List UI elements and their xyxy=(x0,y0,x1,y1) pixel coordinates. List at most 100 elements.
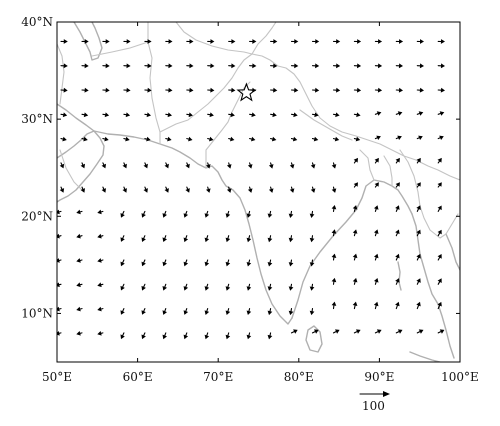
wind-vector-head xyxy=(63,87,68,93)
wind-vector xyxy=(206,308,209,312)
wind-vector-head xyxy=(141,213,146,218)
wind-vector-head xyxy=(440,39,445,44)
y-tick-label: 10°N xyxy=(21,306,53,320)
wind-vector xyxy=(143,332,146,337)
wind-vector-head xyxy=(252,39,257,44)
wind-vector-head xyxy=(162,213,167,218)
wind-vector xyxy=(374,208,377,212)
wind-vector xyxy=(374,160,378,164)
wind-vector-head xyxy=(141,334,146,340)
coastlines xyxy=(57,22,460,362)
y-tick-label: 30°N xyxy=(21,112,53,126)
wind-vector-head xyxy=(206,188,211,193)
wind-vector-head xyxy=(378,39,383,44)
wind-vector-head xyxy=(76,258,81,263)
wind-vector xyxy=(269,235,272,239)
wind-vector xyxy=(185,332,188,337)
wind-vector xyxy=(353,281,356,285)
wind-vector-head xyxy=(268,188,274,193)
wind-vector-head xyxy=(356,112,361,118)
wind-vector xyxy=(395,331,400,334)
wind-vector-head xyxy=(80,188,85,193)
wind-vector-head xyxy=(183,310,189,315)
wind-vector-head xyxy=(437,229,442,235)
wind-vector-head xyxy=(315,87,320,93)
wind-vector-head xyxy=(125,136,130,142)
wind-vector-head xyxy=(374,253,379,259)
wind-vector xyxy=(122,235,125,239)
x-tick-label: 90°E xyxy=(364,370,394,384)
wind-vector-head xyxy=(440,87,445,93)
wind-vector-head xyxy=(230,112,235,118)
wind-vector-head xyxy=(97,209,102,215)
wind-vector-head xyxy=(125,112,131,118)
wind-vector-head xyxy=(267,334,273,340)
wind-vector-head xyxy=(146,112,151,118)
wind-vector-head xyxy=(309,237,315,243)
wind-vector-head xyxy=(416,253,421,259)
wind-vector-head xyxy=(310,188,316,193)
wind-vector-head xyxy=(267,286,273,291)
wind-vector-head xyxy=(267,213,273,218)
wind-vector xyxy=(100,259,104,262)
wind-vector xyxy=(437,256,441,261)
wind-vector-head xyxy=(374,205,379,210)
wind-vector-head xyxy=(57,209,60,215)
wind-vector xyxy=(269,210,272,215)
wind-vector-head xyxy=(352,229,358,234)
wind-vector-head xyxy=(376,111,382,116)
wind-vector-head xyxy=(120,285,125,291)
wind-vector xyxy=(79,210,83,213)
wind-vector-head xyxy=(273,63,278,69)
wind-vector-head xyxy=(288,262,294,267)
wind-vector xyxy=(290,308,293,312)
wind-vector-head xyxy=(336,63,341,69)
wind-vector-head xyxy=(314,329,319,334)
wind-vector-head xyxy=(162,261,167,267)
wind-vector-head xyxy=(416,157,421,163)
wind-vector xyxy=(206,210,209,215)
wind-vector-head xyxy=(168,63,173,69)
wind-vector-head xyxy=(437,182,442,187)
wind-vector xyxy=(416,160,420,164)
wind-vector-head xyxy=(147,87,152,93)
wind-vector xyxy=(437,232,441,237)
wind-vector-head xyxy=(315,39,320,44)
wind-vector xyxy=(416,304,420,310)
wind-vector-head xyxy=(310,164,316,169)
iraq-iran-border xyxy=(57,43,65,105)
wind-vector xyxy=(332,162,335,166)
sri-lanka-coast xyxy=(305,325,323,353)
wind-vector-head xyxy=(399,39,404,44)
wind-vector-head xyxy=(141,285,146,291)
wind-vector xyxy=(185,283,188,288)
wind-vector xyxy=(416,331,421,334)
wind-vector-head xyxy=(57,258,60,263)
wind-vector-head xyxy=(418,329,424,334)
wind-vector xyxy=(185,259,188,264)
caspian-sea-coast xyxy=(73,22,103,61)
wind-vector-head xyxy=(378,63,383,69)
wind-vector-head xyxy=(336,87,341,93)
wind-vector-head xyxy=(294,39,299,44)
wind-vector-head xyxy=(331,277,337,283)
wind-vector xyxy=(123,186,126,190)
wind-vector-head xyxy=(225,334,231,340)
wind-vector xyxy=(227,235,230,239)
wind-vector-head xyxy=(273,39,278,44)
wind-vector xyxy=(290,283,293,288)
bangladesh-border xyxy=(359,149,393,187)
wind-vector xyxy=(58,259,62,262)
wind-vector xyxy=(143,283,146,288)
wind-vector-head xyxy=(437,301,442,307)
wind-vector-head xyxy=(352,253,358,259)
wind-vector xyxy=(227,308,230,312)
wind-vector xyxy=(165,162,168,166)
wind-vector-head xyxy=(204,334,210,340)
wind-vector-head xyxy=(376,329,382,334)
wind-vector xyxy=(353,160,357,164)
wind-vector-head xyxy=(147,63,152,69)
wind-vector xyxy=(290,235,293,239)
wind-vector-head xyxy=(76,331,81,336)
